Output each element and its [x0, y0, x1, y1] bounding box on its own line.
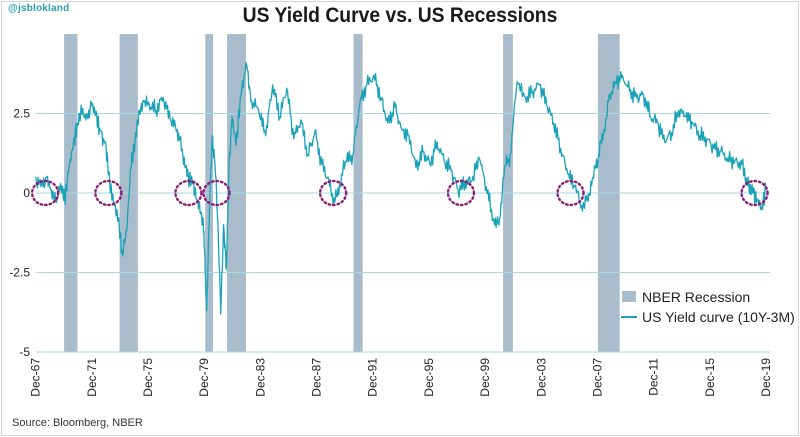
source-note: Source: Bloomberg, NBER: [12, 417, 143, 429]
inversion-marker: [30, 179, 60, 207]
y-tick-label: 2.5: [13, 107, 30, 121]
x-tick-label: Dec-15: [703, 358, 717, 397]
inversion-marker: [556, 179, 585, 207]
watermark-handle: @jsblokland: [8, 3, 70, 14]
x-tick-label: Dec-71: [85, 358, 99, 397]
inversion-marker: [94, 179, 123, 207]
x-tick-label: Dec-91: [366, 358, 380, 397]
legend-label: NBER Recession: [642, 289, 750, 305]
x-tick-label: Dec-79: [197, 358, 211, 397]
inversion-marker: [318, 179, 348, 207]
y-tick-label: -2.5: [9, 266, 30, 280]
inversion-marker: [202, 179, 231, 207]
x-tick-label: Dec-87: [310, 358, 324, 397]
y-tick-label: 0: [23, 186, 30, 200]
inversion-markers: [30, 179, 769, 207]
x-tick-label: Dec-19: [759, 358, 773, 397]
y-tick-label: -5: [19, 345, 30, 359]
legend: NBER Recession US Yield curve (10Y-3M): [621, 289, 795, 325]
x-tick-label: Dec-03: [534, 358, 548, 397]
x-tick-label: Dec-75: [141, 358, 155, 397]
x-tick-label: Dec-07: [590, 358, 604, 397]
legend-label: US Yield curve (10Y-3M): [642, 309, 795, 325]
inversion-marker: [740, 179, 769, 207]
x-tick-label: Dec-83: [253, 358, 267, 397]
yield-curve-line: [34, 61, 767, 315]
yield-curve-series: [34, 61, 767, 315]
x-tick-label: Dec-99: [478, 358, 492, 397]
chart-title: US Yield Curve vs. US Recessions: [242, 4, 558, 27]
legend-swatch-recession: [622, 291, 636, 302]
inversion-marker: [174, 179, 203, 207]
x-axis-labels: Dec-67 Dec-71 Dec-75 Dec-79 Dec-83 Dec-87 Dec-…: [29, 358, 773, 397]
gridlines: [36, 113, 770, 353]
x-tick-label: Dec-11: [647, 358, 661, 396]
inversion-marker: [446, 179, 476, 207]
y-axis-labels: 2.5 0 -2.5 -5: [9, 107, 30, 360]
x-tick-label: Dec-95: [422, 358, 436, 397]
x-tick-label: Dec-67: [29, 358, 43, 397]
